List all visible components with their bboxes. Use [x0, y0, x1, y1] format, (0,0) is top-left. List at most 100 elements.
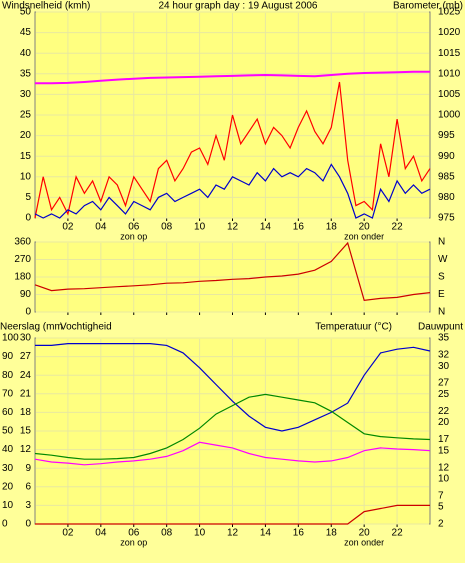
y-tick-label: 0 — [2, 519, 8, 530]
y-tick-label: 21 — [20, 388, 32, 399]
y-tick-label: 1025 — [438, 7, 461, 18]
x-tick-label: 16 — [293, 528, 305, 539]
y-axis-label: Vochtigheid — [60, 322, 112, 333]
y-tick-label: 60 — [2, 407, 14, 418]
y-tick-label: 25 — [20, 110, 32, 121]
y2-axis-label: Dauwpunt — [418, 322, 463, 333]
y2-axis-label: Temperatuur (°C) — [315, 322, 392, 333]
y-tick-label: 1020 — [438, 27, 461, 38]
y-tick-label: 35 — [20, 68, 32, 79]
y-tick-label: 7 — [438, 490, 444, 501]
y-tick-label: 180 — [14, 272, 31, 283]
y-tick-label: 15 — [20, 151, 32, 162]
y-tick-label: 10 — [20, 171, 32, 182]
y-tick-label: 50 — [2, 426, 14, 437]
y-tick-label: 20 — [438, 417, 450, 428]
x-tick-label: 06 — [128, 222, 140, 233]
y-tick-label: 9 — [25, 463, 31, 474]
y-tick-label: 6 — [25, 481, 31, 492]
x-tick-label: 16 — [293, 222, 305, 233]
y-tick-label: 30 — [438, 361, 450, 372]
y-tick-label: 0 — [25, 213, 31, 224]
x-tick-label: 20 — [359, 528, 371, 539]
y-tick-label: 5 — [25, 192, 31, 203]
x-tick-label: 18 — [326, 528, 338, 539]
y-tick-label: 40 — [20, 48, 32, 59]
annotation: zon op — [120, 231, 147, 241]
x-tick-label: 10 — [194, 528, 206, 539]
x-tick-label: 06 — [128, 528, 140, 539]
x-tick-label: 14 — [260, 222, 272, 233]
y-tick-label: 100 — [2, 333, 19, 344]
series-line — [34, 163, 431, 219]
series-line — [34, 241, 431, 301]
y-tick-label: 27 — [438, 378, 450, 389]
series-line — [34, 81, 431, 219]
y-tick-label: 27 — [20, 351, 32, 362]
y-tick-label: 90 — [20, 289, 32, 300]
y-tick-label: 32 — [438, 350, 450, 361]
x-tick-label: 22 — [392, 528, 404, 539]
y-tick-label: 1010 — [438, 68, 461, 79]
y-tick-label: 15 — [438, 445, 450, 456]
x-tick-label: 22 — [392, 222, 404, 233]
y3-axis-label: Neerslag (mm — [0, 322, 63, 333]
y-tick-label: 18 — [20, 407, 32, 418]
y-tick-label: 3 — [25, 500, 31, 511]
y-tick-label: 1015 — [438, 48, 461, 59]
y-tick-label: N — [438, 237, 445, 248]
y-tick-label: 985 — [438, 171, 455, 182]
y-tick-label: 12 — [20, 444, 32, 455]
x-tick-label: 10 — [194, 222, 206, 233]
chart-title: 24 hour graph day : 19 August 2006 — [158, 1, 317, 12]
y-tick-label: 990 — [438, 151, 455, 162]
y-tick-label: 1005 — [438, 89, 461, 100]
y-tick-label: W — [438, 254, 448, 265]
y-tick-label: 17 — [438, 434, 450, 445]
y-tick-label: 90 — [2, 351, 14, 362]
y-tick-label: 10 — [438, 474, 450, 485]
series-line — [34, 441, 431, 466]
y-tick-label: 20 — [2, 481, 14, 492]
y-tick-label: 80 — [2, 370, 14, 381]
y2-axis-label: Barometer (mb) — [393, 1, 463, 12]
annotation: zon onder — [344, 537, 384, 547]
y-tick-label: 45 — [20, 27, 32, 38]
y-tick-label: 30 — [20, 89, 32, 100]
y-tick-label: 25 — [438, 389, 450, 400]
y-tick-label: 10 — [2, 500, 14, 511]
y-tick-label: 15 — [20, 426, 32, 437]
x-tick-label: 08 — [161, 222, 173, 233]
y-tick-label: 1000 — [438, 110, 461, 121]
y-tick-label: 50 — [20, 7, 32, 18]
x-tick-label: 04 — [95, 222, 107, 233]
y-tick-label: 0 — [25, 307, 31, 318]
y-tick-label: 0 — [25, 519, 31, 530]
x-tick-label: 04 — [95, 528, 107, 539]
x-tick-label: 14 — [260, 528, 272, 539]
y-tick-label: 40 — [2, 444, 14, 455]
y-tick-label: 24 — [20, 370, 32, 381]
x-tick-label: 12 — [227, 222, 239, 233]
y-tick-label: 12 — [438, 462, 450, 473]
x-tick-label: 18 — [326, 222, 338, 233]
y-tick-label: N — [438, 307, 445, 318]
series-line — [35, 70, 430, 85]
series-line — [34, 393, 431, 460]
annotation: zon onder — [344, 231, 384, 241]
x-tick-label: 08 — [161, 528, 173, 539]
y-tick-label: 5 — [438, 502, 444, 513]
y-tick-label: 360 — [14, 237, 31, 248]
series-line — [35, 343, 431, 432]
y-tick-label: 980 — [438, 192, 455, 203]
y-tick-label: 975 — [438, 213, 455, 224]
y-tick-label: 995 — [438, 130, 455, 141]
y-tick-label: 70 — [2, 388, 14, 399]
y-tick-label: 22 — [438, 406, 450, 417]
y-tick-label: 20 — [20, 130, 32, 141]
y-tick-label: 2 — [438, 519, 444, 530]
x-tick-label: 02 — [62, 528, 74, 539]
y-tick-label: S — [438, 272, 445, 283]
y-tick-label: 30 — [2, 463, 14, 474]
